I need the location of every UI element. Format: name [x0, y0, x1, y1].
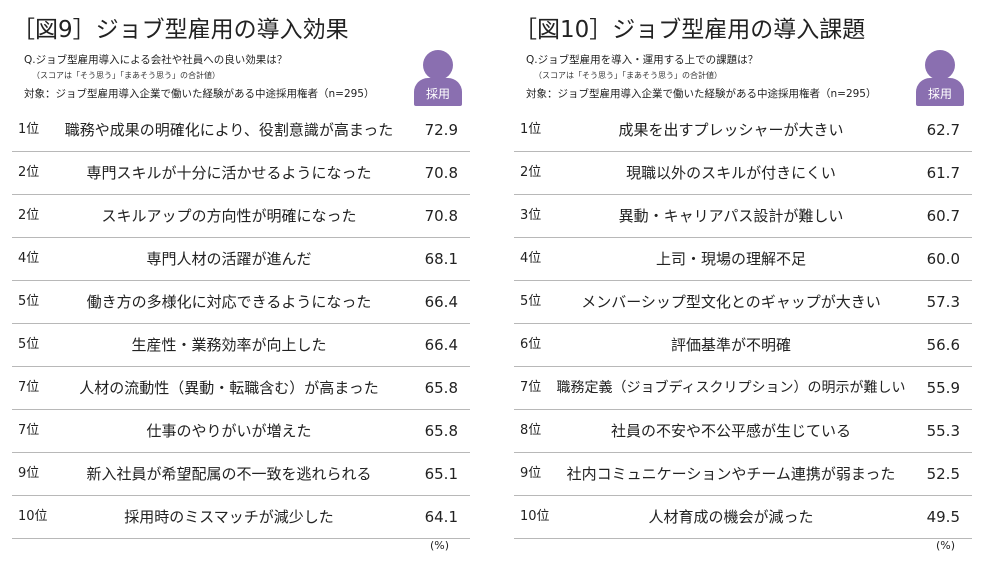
- value-label: 60.7: [926, 207, 960, 225]
- value-label: 55.3: [926, 422, 960, 440]
- value-label: 68.1: [424, 250, 458, 268]
- item-label: 採用時のミスマッチが減少した: [124, 508, 334, 526]
- unit-label: (%): [936, 539, 956, 552]
- table-row: 7位 仕事のやりがいが増えた 65.8: [12, 410, 470, 453]
- rank-label: 2位: [18, 165, 40, 180]
- table-row: 4位 専門人材の活躍が進んだ 68.1: [12, 238, 470, 281]
- value-label: 70.8: [424, 164, 458, 182]
- value-label: 61.7: [926, 164, 960, 182]
- value-label: 65.8: [424, 422, 458, 440]
- rank-label: 6位: [520, 337, 542, 352]
- item-label: 職務定義（ジョブディスクリプション）の明示が難しい: [556, 380, 906, 396]
- panel-title: ［図10］ジョブ型雇用の導入課題: [514, 17, 866, 43]
- table-row: 2位 スキルアップの方向性が明確になった 70.8: [12, 195, 470, 238]
- rank-label: 7位: [520, 380, 542, 395]
- item-label: 現職以外のスキルが付きにくい: [626, 164, 836, 182]
- badge-label: 採用: [916, 78, 964, 106]
- score-note: （スコアは「そう思う」「まあそう思う」の合計値）: [534, 71, 722, 80]
- question-text: Q.ジョブ型雇用導入による会社や社員への良い効果は？: [24, 54, 288, 66]
- table-row: 5位 生産性・業務効率が向上した 66.4: [12, 324, 470, 367]
- ranking-list: 1位 職務や成果の明確化により、役割意識が高まった 72.9 2位 専門スキルが十分に活…: [12, 109, 470, 539]
- item-label: メンバーシップ型文化とのギャップが大きい: [581, 293, 881, 311]
- badge-label: 採用: [414, 78, 462, 106]
- table-row: 9位 社内コミュニケーションやチーム連携が弱まった 52.5: [514, 453, 972, 496]
- target-text: 対象：ジョブ型雇用導入企業で働いた経験がある中途採用権者（n=295）: [526, 88, 877, 100]
- rank-label: 5位: [18, 294, 40, 309]
- rank-label: 7位: [18, 423, 40, 438]
- value-label: 66.4: [424, 293, 458, 311]
- table-row: 4位 上司・現場の理解不足 60.0: [514, 238, 972, 281]
- rank-label: 4位: [18, 251, 40, 266]
- item-label: 上司・現場の理解不足: [655, 250, 806, 268]
- rank-label: 5位: [520, 294, 542, 309]
- item-label: 成果を出すプレッシャーが大きい: [618, 121, 844, 139]
- person-icon: 採用: [916, 50, 964, 106]
- value-label: 65.8: [424, 379, 458, 397]
- table-row: 2位 専門スキルが十分に活かせるようになった 70.8: [12, 152, 470, 195]
- person-head: [925, 50, 955, 80]
- item-label: スキルアップの方向性が明確になった: [101, 207, 357, 225]
- table-row: 7位 職務定義（ジョブディスクリプション）の明示が難しい 55.9: [514, 367, 972, 410]
- value-label: 57.3: [926, 293, 960, 311]
- rank-label: 10位: [18, 509, 48, 524]
- person-head: [423, 50, 453, 80]
- target-text: 対象：ジョブ型雇用導入企業で働いた経験がある中途採用権者（n=295）: [24, 88, 375, 100]
- table-row: 10位 採用時のミスマッチが減少した 64.1: [12, 496, 470, 539]
- item-label: 生産性・業務効率が向上した: [131, 336, 327, 354]
- table-row: 1位 成果を出すプレッシャーが大きい 62.7: [514, 109, 972, 152]
- item-label: 社員の不安や不公平感が生じている: [610, 422, 851, 440]
- rank-label: 2位: [520, 165, 542, 180]
- value-label: 72.9: [424, 121, 458, 139]
- rank-label: 3位: [520, 208, 542, 223]
- value-label: 66.4: [424, 336, 458, 354]
- item-label: 新入社員が希望配属の不一致を逃れられる: [86, 465, 372, 483]
- table-row: 10位 人材育成の機会が減った 49.5: [514, 496, 972, 539]
- rank-label: 4位: [520, 251, 542, 266]
- rank-label: 7位: [18, 380, 40, 395]
- table-row: 6位 評価基準が不明確 56.6: [514, 324, 972, 367]
- value-label: 52.5: [926, 465, 960, 483]
- unit-label: (%): [430, 539, 450, 552]
- person-icon: 採用: [414, 50, 462, 106]
- rank-label: 2位: [18, 208, 40, 223]
- table-row: 3位 異動・キャリアパス設計が難しい 60.7: [514, 195, 972, 238]
- item-label: 職務や成果の明確化により、役割意識が高まった: [64, 121, 394, 139]
- rank-label: 8位: [520, 423, 542, 438]
- rank-label: 9位: [520, 466, 542, 481]
- table-row: 1位 職務や成果の明確化により、役割意識が高まった 72.9: [12, 109, 470, 152]
- table-row: 5位 働き方の多様化に対応できるようになった 66.4: [12, 281, 470, 324]
- value-label: 49.5: [926, 508, 960, 526]
- item-label: 評価基準が不明確: [670, 336, 791, 354]
- rank-label: 1位: [18, 122, 40, 137]
- table-row: 7位 人材の流動性（異動・転職含む）が高まった 65.8: [12, 367, 470, 410]
- panel-title: ［図9］ジョブ型雇用の導入効果: [12, 17, 349, 43]
- item-label: 専門スキルが十分に活かせるようになった: [86, 164, 372, 182]
- item-label: 社内コミュニケーションやチーム連携が弱まった: [566, 465, 896, 483]
- table-row: 5位 メンバーシップ型文化とのギャップが大きい 57.3: [514, 281, 972, 324]
- item-label: 人材育成の機会が減った: [648, 508, 814, 526]
- value-label: 55.9: [926, 379, 960, 397]
- rank-label: 1位: [520, 122, 542, 137]
- item-label: 人材の流動性（異動・転職含む）が高まった: [79, 379, 379, 397]
- value-label: 64.1: [424, 508, 458, 526]
- item-label: 仕事のやりがいが増えた: [146, 422, 312, 440]
- rank-label: 10位: [520, 509, 550, 524]
- rank-label: 5位: [18, 337, 40, 352]
- rank-label: 9位: [18, 466, 40, 481]
- value-label: 65.1: [424, 465, 458, 483]
- table-row: 2位 現職以外のスキルが付きにくい 61.7: [514, 152, 972, 195]
- score-note: （スコアは「そう思う」「まあそう思う」の合計値）: [32, 71, 220, 80]
- value-label: 70.8: [424, 207, 458, 225]
- item-label: 異動・キャリアパス設計が難しい: [618, 207, 844, 225]
- item-label: 専門人材の活躍が進んだ: [146, 250, 312, 268]
- question-text: Q.ジョブ型雇用を導入・運用する上での課題は？: [526, 54, 759, 66]
- table-row: 8位 社員の不安や不公平感が生じている 55.3: [514, 410, 972, 453]
- item-label: 働き方の多様化に対応できるようになった: [86, 293, 372, 311]
- value-label: 56.6: [926, 336, 960, 354]
- ranking-list: 1位 成果を出すプレッシャーが大きい 62.7 2位 現職以外のスキルが付きにくい 61.…: [514, 109, 972, 539]
- value-label: 60.0: [926, 250, 960, 268]
- table-row: 9位 新入社員が希望配属の不一致を逃れられる 65.1: [12, 453, 470, 496]
- value-label: 62.7: [926, 121, 960, 139]
